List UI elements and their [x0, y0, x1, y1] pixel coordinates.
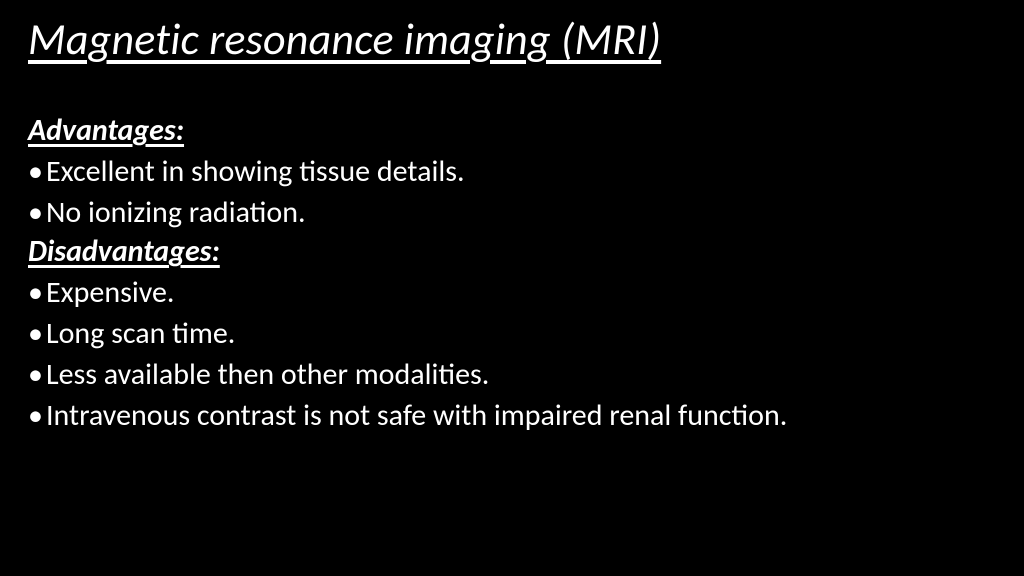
list-item: Expensive.: [28, 272, 996, 313]
slide-title: Magnetic resonance imaging (MRI): [28, 12, 996, 66]
list-item: Long scan time.: [28, 313, 996, 354]
slide: Magnetic resonance imaging (MRI) Advanta…: [0, 0, 1024, 576]
section-advantages: Advantages: Excellent in showing tissue …: [28, 112, 996, 233]
list-item: No ionizing radiation.: [28, 192, 996, 233]
list-item: Less available then other modalities.: [28, 354, 996, 395]
list-item: Intravenous contrast is not safe with im…: [28, 395, 996, 436]
section-heading-advantages: Advantages:: [28, 112, 996, 149]
bullet-list-advantages: Excellent in showing tissue details. No …: [28, 151, 996, 233]
list-item: Excellent in showing tissue details.: [28, 151, 996, 192]
section-disadvantages: Disadvantages: Expensive. Long scan time…: [28, 233, 996, 436]
section-heading-disadvantages: Disadvantages:: [28, 233, 996, 270]
bullet-list-disadvantages: Expensive. Long scan time. Less availabl…: [28, 272, 996, 436]
